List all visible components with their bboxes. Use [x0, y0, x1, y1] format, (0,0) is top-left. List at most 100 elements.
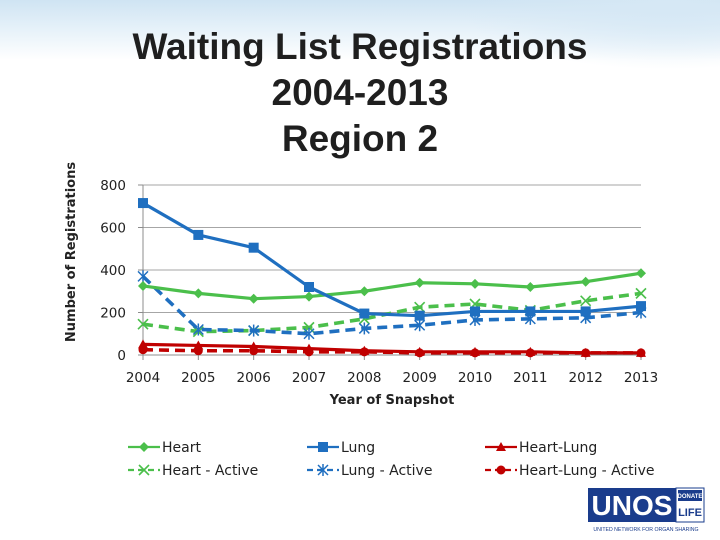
x-tick-label: 2012 — [568, 370, 602, 386]
legend-item-lung-active: Lung - Active — [307, 463, 432, 479]
legend-marker — [139, 442, 149, 452]
data-point-lung-active — [248, 324, 260, 337]
y-tick-label: 400 — [100, 263, 126, 279]
y-tick-label: 600 — [100, 221, 126, 237]
data-point-heart — [138, 280, 148, 291]
data-point-heart-lung — [359, 345, 370, 355]
legend-marker — [318, 442, 328, 452]
legend-label: Heart-Lung — [519, 440, 597, 456]
unos-logo-graphic: UNOS DONATE LIFE UNITED NETWORK FOR ORGA… — [588, 487, 705, 533]
series-heart — [138, 268, 646, 304]
x-tick-label: 2007 — [292, 370, 326, 386]
axes — [138, 184, 642, 360]
title-line-1: Waiting List Registrations — [132, 26, 588, 67]
data-point-heart — [525, 282, 536, 292]
legend-item-lung: Lung — [307, 440, 375, 456]
unos-logo: UNOS DONATE LIFE UNITED NETWORK FOR ORGA… — [588, 486, 710, 534]
y-tick-label: 0 — [117, 348, 126, 364]
x-axis-title: Year of Snapshot — [329, 393, 455, 408]
logo-badge-top-text: DONATE — [678, 494, 703, 500]
data-point-lung — [525, 306, 536, 317]
y-tick-label: 800 — [100, 178, 126, 194]
series-line-lung — [142, 201, 642, 318]
data-point-lung — [248, 242, 259, 253]
legend-label: Heart-Lung - Active — [519, 463, 654, 479]
data-point-lung — [414, 310, 425, 321]
tick-labels: 0 200 400 600 800 2004 2005 2006 2007 2008 2009 201… — [100, 178, 658, 386]
data-point-heart-lung — [138, 339, 148, 349]
legend: Heart Lung Heart-Lung Heart - Active Lung - … — [128, 440, 654, 479]
data-point-lung-active — [414, 319, 426, 332]
data-point-lung-active — [137, 270, 149, 283]
x-tick-label: 2010 — [458, 370, 492, 386]
data-point-heart-lung — [414, 346, 425, 356]
legend-marker — [138, 464, 150, 476]
data-point-heart — [359, 286, 370, 297]
data-point-lung-active — [303, 327, 315, 340]
series-layer — [137, 198, 647, 358]
legend-marker — [496, 442, 506, 451]
legend-label: Heart - Active — [162, 463, 258, 479]
legend-marker — [496, 465, 506, 475]
x-tick-label: 2006 — [236, 370, 270, 386]
data-point-heart — [248, 293, 259, 304]
x-tick-label: 2013 — [624, 370, 658, 386]
legend-label: Lung — [341, 440, 375, 456]
logo-tagline: UNITED NETWORK FOR ORGAN SHARING — [593, 527, 698, 533]
data-point-heart-active — [414, 301, 426, 313]
data-point-heart-active — [580, 295, 592, 307]
logo-box — [588, 488, 676, 522]
logo-text: UNOS — [592, 490, 673, 521]
data-point-lung — [470, 306, 480, 317]
series-lung — [138, 198, 646, 321]
legend-item-heart-lung: Heart-Lung — [485, 440, 597, 456]
data-point-lung — [138, 198, 148, 209]
data-point-heart — [414, 277, 425, 288]
x-tick-label: 2009 — [402, 370, 436, 386]
title-line-3: Region 2 — [281, 118, 439, 159]
data-point-heart-lung — [580, 347, 591, 357]
data-point-lung — [636, 301, 646, 312]
data-point-heart-lung — [470, 346, 480, 356]
data-point-heart-lung — [636, 347, 646, 357]
x-tick-label: 2004 — [126, 370, 160, 386]
data-point-lung — [304, 282, 314, 292]
legend-label: Heart — [162, 440, 201, 456]
data-point-heart-lung — [193, 340, 204, 350]
series-heart-lung — [138, 339, 646, 357]
data-point-heart — [470, 278, 480, 289]
data-point-lung-active — [358, 322, 370, 335]
data-point-heart-lung — [248, 341, 259, 351]
y-axis-title: Number of Registrations — [64, 162, 79, 342]
data-point-heart-active — [635, 287, 647, 299]
series-line-heart-lung — [142, 342, 641, 355]
legend-item-heart-active: Heart - Active — [128, 463, 258, 479]
legend-item-heart-lung-active: Heart-Lung - Active — [485, 463, 654, 479]
x-tick-label: 2008 — [347, 370, 381, 386]
data-point-heart — [636, 268, 646, 279]
series-lung-active — [137, 270, 647, 340]
data-point-lung-active — [192, 323, 204, 336]
y-tick-label: 200 — [100, 306, 126, 322]
data-point-lung — [580, 306, 591, 317]
data-point-heart-lung — [525, 346, 536, 356]
legend-label: Lung - Active — [341, 463, 432, 479]
series-line-lung-active — [141, 275, 642, 336]
header-glow — [460, 0, 720, 70]
data-point-lung — [193, 229, 204, 240]
data-point-heart — [304, 291, 314, 302]
gridlines — [143, 184, 641, 313]
title-line-2: 2004-2013 — [271, 72, 449, 113]
x-tick-label: 2011 — [513, 370, 547, 386]
logo-badge-bottom-text: LIFE — [678, 507, 702, 519]
legend-item-heart: Heart — [128, 440, 201, 456]
data-point-heart — [193, 288, 204, 299]
legend-marker — [317, 464, 329, 476]
data-point-lung — [359, 308, 370, 319]
data-point-heart-active — [137, 318, 149, 330]
logo-badge-top — [678, 490, 702, 501]
data-point-heart — [580, 276, 591, 287]
series-line-heart — [142, 271, 642, 301]
x-tick-label: 2005 — [181, 370, 215, 386]
